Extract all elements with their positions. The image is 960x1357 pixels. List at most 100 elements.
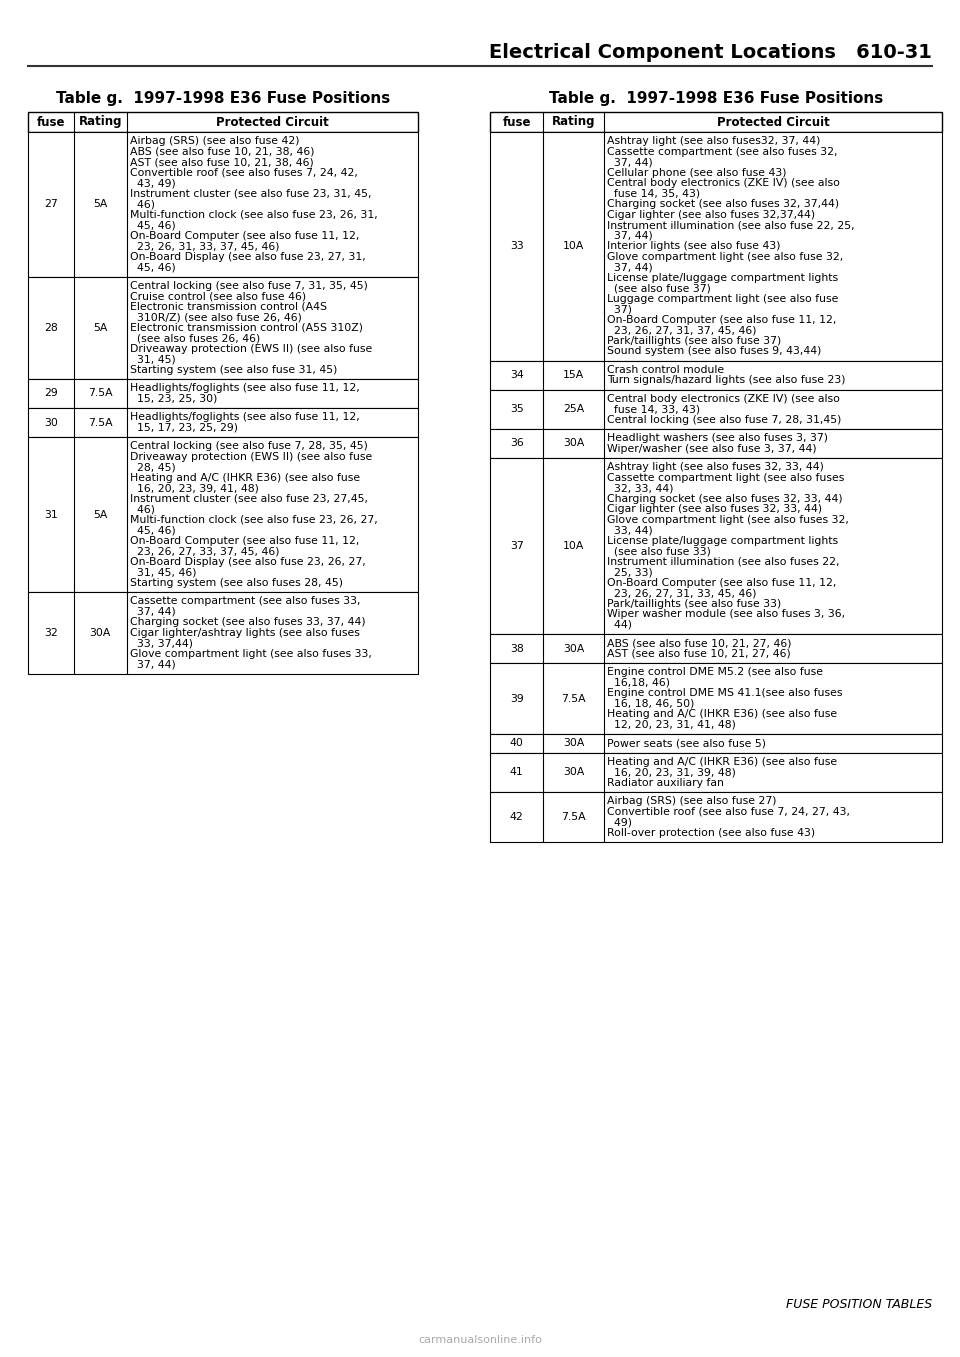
Bar: [28, 437, 418, 592]
Text: 30A: 30A: [89, 628, 111, 638]
Text: ABS (see also fuse 10, 21, 27, 46): ABS (see also fuse 10, 21, 27, 46): [608, 638, 792, 649]
Text: Roll-over protection (see also fuse 43): Roll-over protection (see also fuse 43): [608, 828, 815, 837]
Bar: [490, 664, 942, 734]
Text: Wiper/washer (see also fuse 3, 37, 44): Wiper/washer (see also fuse 3, 37, 44): [608, 444, 817, 453]
Text: 32, 33, 44): 32, 33, 44): [608, 483, 674, 493]
Text: 16, 20, 23, 31, 39, 48): 16, 20, 23, 31, 39, 48): [608, 767, 736, 778]
Text: 35: 35: [510, 404, 523, 414]
Text: 5A: 5A: [93, 509, 108, 520]
Bar: [490, 459, 942, 634]
Text: 15, 17, 23, 25, 29): 15, 17, 23, 25, 29): [130, 423, 238, 433]
Bar: [490, 429, 942, 459]
Text: 45, 46): 45, 46): [130, 262, 176, 273]
Text: Central locking (see also fuse 7, 31, 35, 45): Central locking (see also fuse 7, 31, 35…: [130, 281, 368, 290]
Text: On-Board Computer (see also fuse 11, 12,: On-Board Computer (see also fuse 11, 12,: [130, 231, 359, 240]
Text: 23, 26, 27, 33, 37, 45, 46): 23, 26, 27, 33, 37, 45, 46): [130, 547, 279, 556]
Text: Convertible roof (see also fuse 7, 24, 27, 43,: Convertible roof (see also fuse 7, 24, 2…: [608, 807, 851, 817]
Text: Rating: Rating: [79, 115, 122, 129]
Text: Cellular phone (see also fuse 43): Cellular phone (see also fuse 43): [608, 168, 787, 178]
Text: Heating and A/C (IHKR E36) (see also fuse: Heating and A/C (IHKR E36) (see also fus…: [130, 472, 360, 483]
Bar: [28, 592, 418, 673]
Text: Instrument cluster (see also fuse 23, 31, 45,: Instrument cluster (see also fuse 23, 31…: [130, 189, 372, 198]
Text: AST (see also fuse 10, 21, 38, 46): AST (see also fuse 10, 21, 38, 46): [130, 157, 313, 167]
Bar: [490, 113, 942, 132]
Text: 7.5A: 7.5A: [562, 811, 587, 822]
Text: fuse: fuse: [36, 115, 65, 129]
Text: Convertible roof (see also fuses 7, 24, 42,: Convertible roof (see also fuses 7, 24, …: [130, 168, 357, 178]
Text: Cassette compartment (see also fuses 33,: Cassette compartment (see also fuses 33,: [130, 596, 360, 607]
Text: 23, 26, 27, 31, 37, 45, 46): 23, 26, 27, 31, 37, 45, 46): [608, 326, 756, 335]
Text: Starting system (see also fuses 28, 45): Starting system (see also fuses 28, 45): [130, 578, 343, 588]
Text: 15, 23, 25, 30): 15, 23, 25, 30): [130, 394, 217, 404]
Text: Turn signals/hazard lights (see also fuse 23): Turn signals/hazard lights (see also fus…: [608, 376, 846, 385]
Text: 42: 42: [510, 811, 523, 822]
Text: Ashtray light (see also fuses 32, 33, 44): Ashtray light (see also fuses 32, 33, 44…: [608, 463, 825, 472]
Bar: [28, 408, 418, 437]
Text: 27: 27: [44, 199, 58, 209]
Text: 37): 37): [608, 304, 633, 315]
Text: Cigar lighter (see also fuses 32, 33, 44): Cigar lighter (see also fuses 32, 33, 44…: [608, 505, 823, 514]
Text: Glove compartment light (see also fuses 33,: Glove compartment light (see also fuses …: [130, 649, 372, 658]
Text: Cigar lighter (see also fuses 32,37,44): Cigar lighter (see also fuses 32,37,44): [608, 210, 815, 220]
Text: Electronic transmission control (A4S: Electronic transmission control (A4S: [130, 301, 326, 312]
Bar: [28, 113, 418, 132]
Text: 5A: 5A: [93, 323, 108, 332]
Bar: [490, 634, 942, 664]
Text: Central body electronics (ZKE IV) (see also: Central body electronics (ZKE IV) (see a…: [608, 394, 840, 404]
Text: Radiator auxiliary fan: Radiator auxiliary fan: [608, 778, 724, 788]
Text: Power seats (see also fuse 5): Power seats (see also fuse 5): [608, 738, 766, 748]
Text: Electronic transmission control (A5S 310Z): Electronic transmission control (A5S 310…: [130, 323, 363, 332]
Text: 30A: 30A: [564, 738, 585, 748]
Text: Rating: Rating: [552, 115, 595, 129]
Text: 45, 46): 45, 46): [130, 525, 176, 535]
Text: 30A: 30A: [564, 643, 585, 654]
Text: FUSE POSITION TABLES: FUSE POSITION TABLES: [786, 1299, 932, 1311]
Bar: [490, 361, 942, 389]
Bar: [490, 753, 942, 792]
Bar: [490, 132, 942, 361]
Text: 37, 44): 37, 44): [608, 262, 653, 273]
Text: Ashtray light (see also fuses32, 37, 44): Ashtray light (see also fuses32, 37, 44): [608, 136, 821, 147]
Text: Cruise control (see also fuse 46): Cruise control (see also fuse 46): [130, 292, 306, 301]
Text: Table g.  1997-1998 E36 Fuse Positions: Table g. 1997-1998 E36 Fuse Positions: [549, 91, 883, 106]
Bar: [28, 277, 418, 379]
Text: 39: 39: [510, 693, 523, 703]
Text: Protected Circuit: Protected Circuit: [216, 115, 328, 129]
Text: 44): 44): [608, 620, 633, 630]
Text: On-Board Computer (see also fuse 11, 12,: On-Board Computer (see also fuse 11, 12,: [130, 536, 359, 546]
Text: 15A: 15A: [564, 370, 585, 380]
Text: License plate/luggage compartment lights: License plate/luggage compartment lights: [608, 273, 838, 282]
Text: 10A: 10A: [564, 242, 585, 251]
Text: 7.5A: 7.5A: [88, 418, 112, 427]
Text: (see also fuse 33): (see also fuse 33): [608, 547, 711, 556]
Text: License plate/luggage compartment lights: License plate/luggage compartment lights: [608, 536, 838, 546]
Text: 7.5A: 7.5A: [88, 388, 112, 399]
Text: 16, 18, 46, 50): 16, 18, 46, 50): [608, 699, 695, 708]
Bar: [28, 132, 418, 277]
Text: 33, 37,44): 33, 37,44): [130, 638, 193, 649]
Text: Central body electronics (ZKE IV) (see also: Central body electronics (ZKE IV) (see a…: [608, 178, 840, 189]
Text: 30A: 30A: [564, 767, 585, 778]
Text: Luggage compartment light (see also fuse: Luggage compartment light (see also fuse: [608, 293, 839, 304]
Text: 46): 46): [130, 199, 155, 209]
Bar: [490, 389, 942, 429]
Text: Protected Circuit: Protected Circuit: [717, 115, 829, 129]
Text: 25, 33): 25, 33): [608, 567, 653, 577]
Text: Cassette compartment (see also fuses 32,: Cassette compartment (see also fuses 32,: [608, 147, 838, 157]
Text: Table g.  1997-1998 E36 Fuse Positions: Table g. 1997-1998 E36 Fuse Positions: [56, 91, 390, 106]
Text: Park/taillights (see also fuse 37): Park/taillights (see also fuse 37): [608, 335, 781, 346]
Text: 29: 29: [44, 388, 58, 399]
Text: Crash control module: Crash control module: [608, 365, 725, 375]
Text: Charging socket (see also fuses 32, 33, 44): Charging socket (see also fuses 32, 33, …: [608, 494, 843, 503]
Text: Charging socket (see also fuses 33, 37, 44): Charging socket (see also fuses 33, 37, …: [130, 617, 366, 627]
Text: Charging socket (see also fuses 32, 37,44): Charging socket (see also fuses 32, 37,4…: [608, 199, 839, 209]
Text: 12, 20, 23, 31, 41, 48): 12, 20, 23, 31, 41, 48): [608, 719, 736, 730]
Text: Central locking (see also fuse 7, 28, 35, 45): Central locking (see also fuse 7, 28, 35…: [130, 441, 368, 452]
Text: 28, 45): 28, 45): [130, 463, 176, 472]
Text: Airbag (SRS) (see also fuse 42): Airbag (SRS) (see also fuse 42): [130, 136, 300, 147]
Text: Starting system (see also fuse 31, 45): Starting system (see also fuse 31, 45): [130, 365, 337, 375]
Text: 45, 46): 45, 46): [130, 220, 176, 231]
Text: 46): 46): [130, 505, 155, 514]
Text: Headlights/foglights (see also fuse 11, 12,: Headlights/foglights (see also fuse 11, …: [130, 413, 359, 422]
Text: Electrical Component Locations   610-31: Electrical Component Locations 610-31: [490, 42, 932, 61]
